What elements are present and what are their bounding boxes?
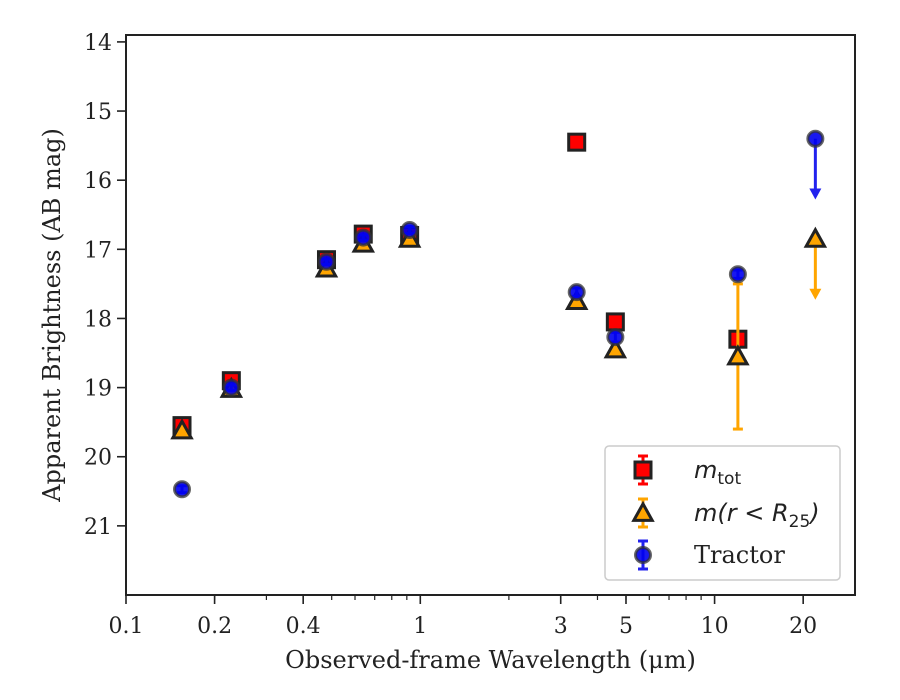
- x-tick-label: 3: [554, 614, 568, 639]
- x-tick-label: 20: [789, 614, 817, 639]
- y-tick-label: 20: [84, 446, 112, 471]
- legend-marker: [631, 500, 655, 522]
- data-point: [567, 283, 586, 302]
- data-point: [170, 418, 194, 440]
- data-point: [317, 252, 336, 271]
- y-tick-label: 15: [84, 100, 112, 125]
- data-point: [222, 378, 241, 397]
- series-2: [173, 129, 825, 499]
- data-point: [354, 228, 373, 247]
- upper-limit-arrow-head: [809, 288, 822, 300]
- y-tick-label: 18: [84, 307, 112, 332]
- x-tick-label: 5: [619, 614, 633, 639]
- x-tick-label: 1: [413, 614, 427, 639]
- data-point: [806, 129, 825, 148]
- data-point: [173, 480, 192, 499]
- legend-marker: [634, 546, 652, 564]
- y-tick-label: 21: [84, 515, 112, 540]
- plot-frame: [125, 34, 856, 596]
- x-tick-label: 0.1: [109, 614, 144, 639]
- axis-ticks: 0.1 0.2 0.4 1 3 5 10 20 14 15 16 17 18 19 20 21: [84, 31, 817, 639]
- series-1: [170, 226, 828, 440]
- legend-box: [604, 445, 841, 581]
- legend-label: mtot: [694, 456, 741, 489]
- data-point: [400, 220, 419, 239]
- x-tick-label: 0.2: [197, 614, 232, 639]
- y-tick-label: 16: [84, 169, 112, 194]
- legend-entry: Tractor: [634, 539, 785, 571]
- data-point: [605, 312, 625, 332]
- legend-entry: m(r < R25): [631, 497, 820, 532]
- upper-limit-arrow-head: [809, 188, 822, 200]
- x-tick-label: 0.4: [286, 614, 321, 639]
- legend-label: Tractor: [694, 541, 785, 569]
- legend: mtot m(r < R25) Tractor: [604, 445, 841, 581]
- y-axis-title: Apparent Brightness (AB mag): [38, 128, 66, 503]
- data-point: [603, 337, 628, 359]
- data-point: [728, 265, 747, 284]
- data-point: [606, 328, 625, 347]
- x-tick-label: 10: [701, 614, 729, 639]
- series-0: [172, 132, 748, 436]
- data-point: [726, 344, 750, 366]
- y-tick-label: 19: [84, 377, 112, 402]
- y-tick-label: 14: [84, 31, 112, 56]
- legend-entry: mtot: [633, 454, 741, 489]
- legend-label: m(r < R25): [694, 499, 820, 532]
- chart-marks: [170, 129, 828, 499]
- data-point: [803, 226, 828, 248]
- legend-marker: [633, 460, 653, 480]
- data-point: [567, 132, 587, 152]
- y-tick-label: 17: [84, 238, 112, 263]
- x-axis-title: Observed-frame Wavelength (μm): [285, 646, 696, 674]
